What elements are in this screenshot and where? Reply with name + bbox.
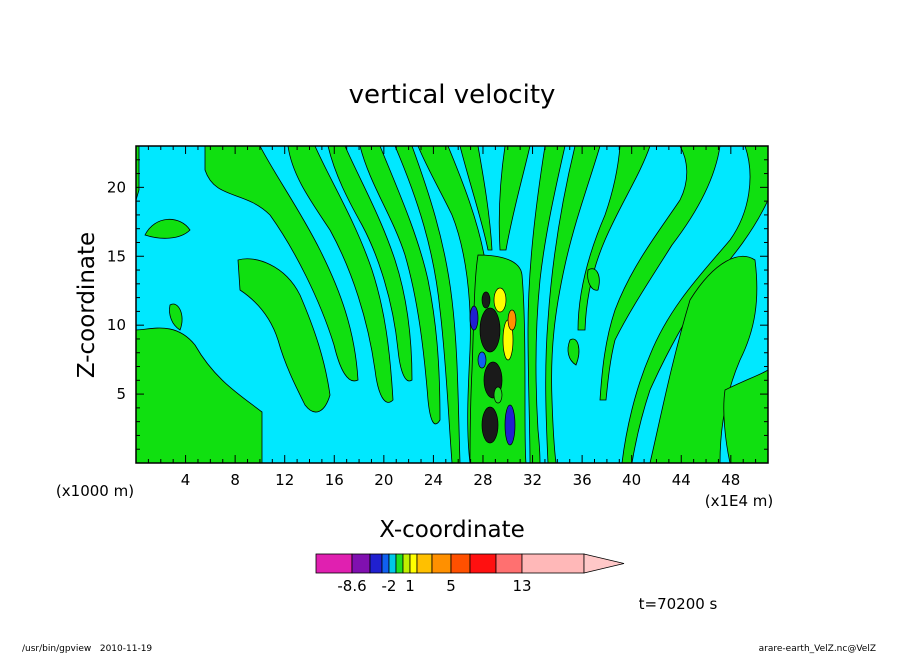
contour-fill-regions	[136, 146, 768, 463]
y-axis: 5 10 15 20	[107, 159, 768, 450]
footer-left: /usr/bin/gpview 2010-11-19	[22, 644, 152, 654]
x-tick-label: 4	[181, 471, 191, 489]
x-tick-label: 16	[325, 471, 344, 489]
contour-region	[136, 327, 263, 463]
plot-area	[136, 146, 768, 463]
y-unit-label: (x1000 m)	[56, 482, 134, 500]
colorbar-segment	[315, 553, 353, 574]
plot-frame	[135, 145, 769, 464]
updraft-core-cell	[481, 291, 491, 309]
colorbar-segment	[469, 553, 497, 574]
contour-region	[394, 146, 461, 463]
colorbar-tick-label: 1	[405, 577, 415, 595]
colorbar-extension	[583, 553, 625, 574]
time-label: t=70200 s	[639, 595, 718, 613]
contour-region	[545, 146, 601, 463]
colorbar-segment	[351, 553, 371, 574]
footer-right: arare-earth_VelZ.nc@VelZ	[759, 644, 876, 654]
y-axis-label: Z-coordinate	[74, 232, 100, 378]
x-tick-label: 32	[523, 471, 542, 489]
updraft-core-cell	[507, 309, 517, 331]
contour-region	[498, 146, 531, 251]
x-axis: 4 8 12 16 20 24 28 32 36 40 44 48	[147, 146, 769, 489]
contour-region	[587, 268, 600, 291]
x-tick-label: 20	[374, 471, 393, 489]
contour-region	[567, 338, 580, 366]
x-unit-label: (x1E4 m)	[705, 492, 774, 510]
y-tick-label: 10	[107, 316, 126, 334]
y-tick-label: 15	[107, 247, 126, 265]
updraft-core-cell	[493, 287, 507, 313]
x-tick-label: 28	[473, 471, 492, 489]
y-tick-label: 20	[107, 178, 126, 196]
contour-region	[599, 146, 721, 401]
colorbar-segment	[395, 553, 404, 574]
updraft-core-cell	[479, 307, 501, 353]
colorbar-segment	[450, 553, 471, 574]
x-tick-label: 8	[230, 471, 240, 489]
colorbar-segment	[416, 553, 433, 574]
updraft-core-cell	[477, 351, 487, 369]
contour-region	[723, 369, 768, 463]
x-axis-label: X-coordinate	[379, 517, 525, 543]
colorbar-segment	[495, 553, 523, 574]
colorbar-tick-label: -8.6	[337, 577, 366, 595]
colorbar-tick-label: -2	[382, 577, 397, 595]
x-tick-label: 48	[721, 471, 740, 489]
updraft-core-cell	[493, 386, 503, 404]
x-tick-label: 40	[622, 471, 641, 489]
contour-region	[459, 146, 493, 251]
colorbar-segment	[431, 553, 452, 574]
chart-title: vertical velocity	[349, 80, 556, 110]
updraft-core-cell	[481, 406, 499, 444]
colorbar: -8.6 -2 1 5 13	[315, 553, 625, 595]
x-tick-label: 44	[672, 471, 691, 489]
contour-region	[237, 258, 331, 413]
colorbar-segment	[402, 553, 411, 574]
contour-region	[577, 146, 651, 331]
colorbar-segment	[381, 553, 390, 574]
contour-region	[527, 146, 566, 463]
contour-region	[204, 146, 359, 382]
colorbar-segment	[388, 553, 397, 574]
contour-region	[359, 146, 441, 425]
colorbar-segment	[521, 553, 585, 574]
updraft-core-cell	[469, 305, 479, 331]
y-tick-label: 5	[116, 385, 126, 403]
contour-region	[649, 256, 758, 463]
contour-region	[327, 146, 413, 382]
x-tick-label: 12	[275, 471, 294, 489]
contour-region	[144, 218, 191, 239]
x-tick-label: 36	[573, 471, 592, 489]
contour-region	[169, 303, 183, 331]
colorbar-segment	[369, 553, 383, 574]
colorbar-tick-label: 13	[512, 577, 531, 595]
colorbar-segment	[409, 553, 418, 574]
x-tick-label: 24	[424, 471, 443, 489]
contour-region	[287, 146, 394, 403]
updraft-core-cell	[504, 404, 516, 446]
colorbar-tick-label: 5	[446, 577, 456, 595]
